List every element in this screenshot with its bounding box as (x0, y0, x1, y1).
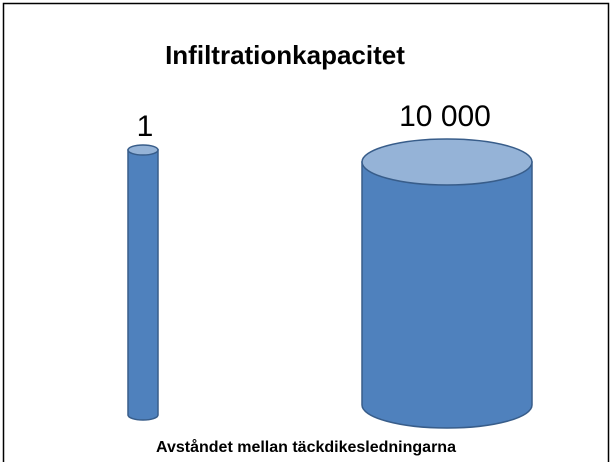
cylinder-body (361, 161, 533, 429)
caption: Avståndet mellan täckdikesledningarna (156, 438, 456, 456)
cylinder-label: 10 000 (399, 100, 491, 133)
cylinder-top (361, 138, 533, 186)
cylinder-top (127, 144, 159, 156)
wide-cylinder (361, 138, 533, 429)
title: Infiltrationkapacitet (165, 40, 405, 70)
cylinder-body (127, 149, 159, 421)
cylinder-label: 1 (137, 110, 154, 143)
thin-cylinder (127, 144, 159, 421)
